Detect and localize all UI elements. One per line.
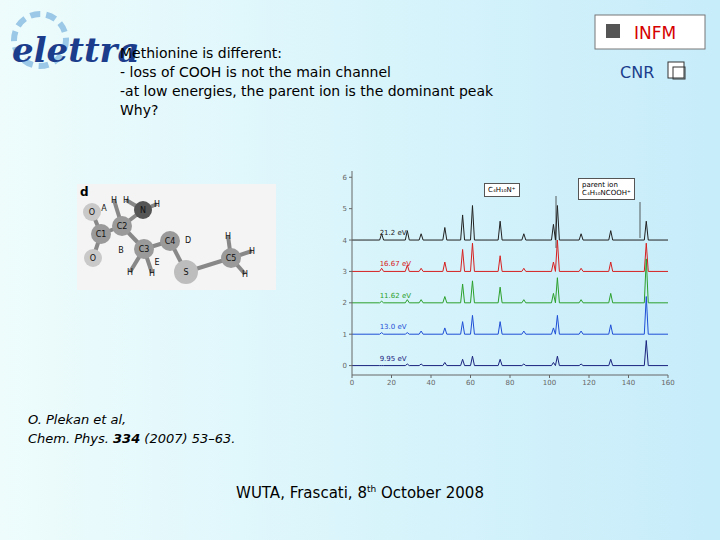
svg-text:80: 80 [506, 379, 515, 387]
svg-text:0: 0 [343, 362, 347, 370]
html-text:parent ion: parent ion [582, 181, 618, 189]
svg-text:3: 3 [343, 268, 347, 276]
svg-text:H: H [123, 196, 129, 205]
html-text:Why?: Why? [120, 102, 159, 118]
svg-text:16.67 eV: 16.67 eV [380, 260, 412, 268]
svg-text:H: H [149, 269, 155, 278]
svg-text:CNR: CNR [620, 63, 654, 82]
svg-text:40: 40 [427, 379, 436, 387]
svg-text:9.95 eV: 9.95 eV [380, 355, 407, 363]
svg-text:21.2 eV: 21.2 eV [380, 229, 407, 237]
svg-text:B: B [118, 246, 124, 255]
svg-text:H: H [154, 200, 160, 209]
html-text:WUTA, Frascati, 8thOctober 200: WUTA, Frascati, 8thOctober 2008 [236, 484, 484, 502]
svg-text:H: H [249, 247, 255, 256]
svg-text:elettra: elettra [12, 30, 140, 70]
svg-text:C5: C5 [226, 254, 237, 263]
svg-text:H: H [111, 196, 117, 205]
html-text:- loss of COOH is not the main: - loss of COOH is not the main channel [120, 64, 391, 80]
svg-text:5: 5 [343, 205, 347, 213]
svg-text:11.62 eV: 11.62 eV [380, 292, 412, 300]
svg-text:100: 100 [543, 379, 556, 387]
svg-text:13.0 eV: 13.0 eV [380, 323, 407, 331]
html-text:C₄H₁₀NCOOH⁺: C₄H₁₀NCOOH⁺ [582, 189, 631, 197]
svg-text:S: S [183, 268, 188, 277]
svg-text:2: 2 [343, 299, 347, 307]
svg-text:H: H [225, 232, 231, 241]
svg-text:140: 140 [622, 379, 635, 387]
svg-text:6: 6 [343, 174, 348, 182]
html-text:O. Plekan et al,: O. Plekan et al, [28, 412, 127, 427]
svg-text:A: A [101, 204, 107, 213]
html-text:Methionine is different:: Methionine is different: [120, 45, 282, 61]
svg-text:C2: C2 [117, 222, 128, 231]
svg-text:160: 160 [661, 379, 674, 387]
svg-text:4: 4 [343, 237, 348, 245]
svg-text:O: O [90, 254, 96, 263]
svg-text:C1: C1 [96, 230, 107, 239]
html-text:C₄H₁₀N⁺: C₄H₁₀N⁺ [488, 186, 516, 194]
svg-text:C3: C3 [139, 245, 150, 254]
svg-text:H: H [127, 268, 133, 277]
svg-text:d: d [80, 185, 89, 199]
svg-text:O: O [89, 208, 95, 217]
svg-text:60: 60 [466, 379, 475, 387]
svg-text:0: 0 [350, 379, 354, 387]
svg-text:1: 1 [343, 331, 347, 339]
svg-text:20: 20 [387, 379, 396, 387]
svg-text:N: N [140, 206, 146, 215]
html-text:Chem. Phys. 334 (2007) 53–63.: Chem. Phys. 334 (2007) 53–63. [28, 431, 236, 446]
svg-text:120: 120 [582, 379, 595, 387]
svg-text:H: H [242, 270, 248, 279]
svg-text:C4: C4 [165, 237, 176, 246]
svg-text:E: E [154, 258, 159, 267]
html-text:-at low energies, the parent i: -at low energies, the parent ion is the … [120, 83, 494, 99]
svg-text:D: D [185, 236, 191, 245]
svg-text:INFM: INFM [634, 23, 676, 43]
